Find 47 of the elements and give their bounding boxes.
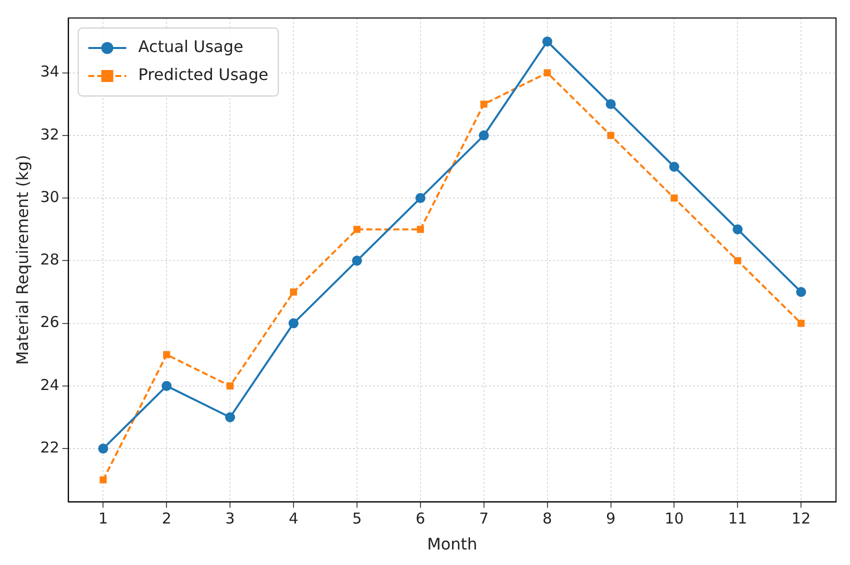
x-tick-label: 7 bbox=[479, 510, 489, 528]
x-tick-label: 2 bbox=[162, 510, 172, 528]
legend-label: Actual Usage bbox=[138, 37, 244, 56]
x-tick-label: 11 bbox=[728, 510, 748, 528]
point bbox=[542, 36, 552, 46]
point bbox=[606, 99, 616, 110]
x-tick-label: 4 bbox=[288, 510, 298, 528]
x-tick-label: 12 bbox=[792, 510, 811, 528]
x-tick-label: 8 bbox=[542, 510, 552, 528]
y-tick-label: 30 bbox=[40, 188, 60, 206]
point bbox=[288, 318, 299, 328]
point bbox=[796, 286, 806, 297]
point bbox=[480, 100, 488, 108]
y-tick-label: 26 bbox=[40, 313, 60, 332]
point bbox=[607, 132, 614, 139]
x-tick-label: 3 bbox=[225, 510, 235, 528]
point bbox=[100, 476, 107, 484]
point bbox=[290, 288, 298, 296]
point bbox=[478, 130, 489, 140]
point bbox=[226, 382, 234, 390]
point bbox=[798, 320, 805, 327]
point bbox=[353, 226, 361, 233]
y-tick-label: 28 bbox=[40, 250, 60, 269]
y-tick-label: 24 bbox=[40, 376, 60, 394]
legend-label: Predicted Usage bbox=[138, 65, 268, 84]
point bbox=[163, 351, 170, 358]
point bbox=[416, 226, 424, 233]
x-axis-title: Month bbox=[427, 534, 478, 554]
x-tick-label: 5 bbox=[352, 510, 362, 528]
point bbox=[98, 444, 108, 454]
point bbox=[225, 412, 236, 422]
point bbox=[732, 224, 743, 234]
point bbox=[544, 69, 551, 76]
point bbox=[415, 193, 426, 204]
y-tick-label: 32 bbox=[40, 125, 60, 144]
point bbox=[162, 380, 172, 391]
point bbox=[734, 257, 742, 264]
point bbox=[670, 194, 678, 202]
x-tick-label: 6 bbox=[416, 510, 426, 528]
y-tick-label: 22 bbox=[40, 438, 60, 456]
y-axis-title: Material Requirement (kg) bbox=[12, 154, 32, 365]
point bbox=[669, 162, 680, 172]
x-tick-label: 10 bbox=[664, 510, 684, 528]
x-tick-label: 1 bbox=[98, 510, 108, 528]
x-tick-label: 9 bbox=[606, 510, 616, 528]
y-tick-label: 34 bbox=[40, 62, 60, 81]
point bbox=[352, 256, 362, 266]
